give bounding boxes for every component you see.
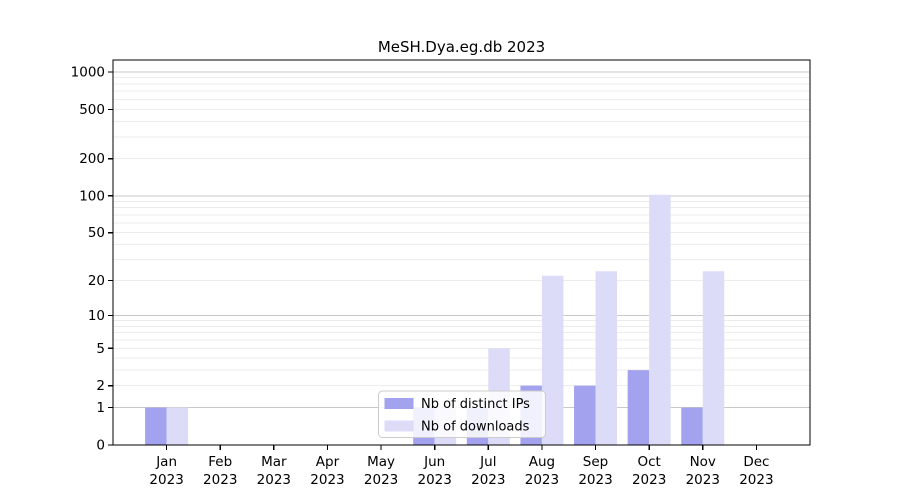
y-tick-label: 0 <box>96 438 105 454</box>
y-tick-label: 10 <box>88 308 105 324</box>
x-tick-label-year: 2023 <box>686 472 720 488</box>
bar-distinct-ips-oct <box>627 370 650 445</box>
y-tick-label: 20 <box>88 273 105 289</box>
x-tick-label-year: 2023 <box>257 472 291 488</box>
x-tick-label-year: 2023 <box>364 472 398 488</box>
y-tick-label: 1000 <box>71 65 105 81</box>
axes-spines <box>112 59 811 446</box>
x-tick-label-month: Aug <box>529 454 555 470</box>
x-axis: Jan 2023 Feb 2023 Mar 2023 Apr 2023 May 2023 Jun 20… <box>149 445 774 488</box>
x-tick-label-month: May <box>367 454 395 470</box>
legend-swatch-distinct-ips <box>384 398 414 409</box>
y-axis: 0 1 2 5 10 20 50 100 200 500 1000 <box>71 65 113 454</box>
y-tick-label: 1 <box>96 400 105 416</box>
x-tick-label-year: 2023 <box>471 472 505 488</box>
bar-distinct-ips-jan <box>145 407 167 445</box>
y-tick-label: 5 <box>96 341 105 357</box>
x-tick-label-year: 2023 <box>739 472 773 488</box>
legend-label-downloads: Nb of downloads <box>421 420 530 435</box>
x-tick-label-month: Nov <box>690 454 716 470</box>
y-tick-label: 50 <box>88 225 105 241</box>
x-tick-label-month: Mar <box>261 454 287 470</box>
bar-downloads-aug <box>541 275 564 445</box>
chart-title: MeSH.Dya.eg.db 2023 <box>378 38 545 56</box>
x-tick-label-year: 2023 <box>310 472 344 488</box>
x-tick-label-month: Feb <box>208 454 232 470</box>
x-tick-label-year: 2023 <box>203 472 237 488</box>
x-tick-label-month: Sep <box>583 454 608 470</box>
x-tick-label-year: 2023 <box>632 472 666 488</box>
bar-distinct-ips-sep <box>574 385 596 445</box>
x-tick-label-month: Oct <box>637 454 660 470</box>
legend-box <box>378 390 546 438</box>
bar-downloads-nov <box>702 271 725 445</box>
y-tick-label: 500 <box>79 102 105 118</box>
bar-distinct-ips-nov <box>681 407 703 445</box>
x-tick-label-month: Dec <box>743 454 769 470</box>
bar-downloads-sep <box>595 271 618 445</box>
minor-gridlines <box>113 77 810 387</box>
y-tick-label: 2 <box>96 378 105 394</box>
x-tick-label-year: 2023 <box>578 472 612 488</box>
y-tick-label: 200 <box>79 151 105 167</box>
x-tick-label-year: 2023 <box>418 472 452 488</box>
x-tick-label-month: Jun <box>423 454 445 470</box>
bar-downloads-oct <box>649 194 671 445</box>
y-tick-label: 100 <box>79 188 105 204</box>
x-tick-label-month: Jan <box>155 454 177 470</box>
x-tick-label-month: Jul <box>479 454 496 470</box>
x-tick-label-month: Apr <box>316 454 340 470</box>
legend: Nb of distinct IPs Nb of downloads <box>378 390 546 438</box>
bar-downloads-jan <box>166 407 189 445</box>
x-tick-label-year: 2023 <box>149 472 183 488</box>
legend-label-distinct-ips: Nb of distinct IPs <box>421 397 530 412</box>
legend-swatch-downloads <box>384 420 414 432</box>
x-tick-label-year: 2023 <box>525 472 559 488</box>
